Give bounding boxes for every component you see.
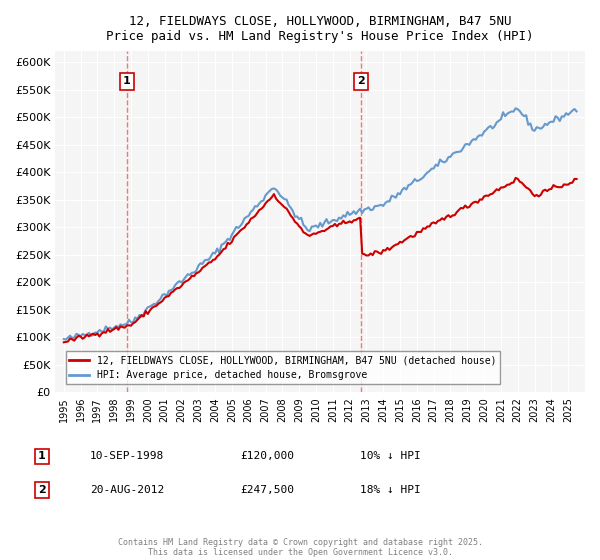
Legend: 12, FIELDWAYS CLOSE, HOLLYWOOD, BIRMINGHAM, B47 5NU (detached house), HPI: Avera: 12, FIELDWAYS CLOSE, HOLLYWOOD, BIRMINGH… bbox=[65, 351, 500, 384]
Text: 2: 2 bbox=[357, 76, 365, 86]
Text: 10% ↓ HPI: 10% ↓ HPI bbox=[360, 451, 421, 461]
Text: 1: 1 bbox=[38, 451, 46, 461]
Text: 1: 1 bbox=[123, 76, 131, 86]
Text: Contains HM Land Registry data © Crown copyright and database right 2025.
This d: Contains HM Land Registry data © Crown c… bbox=[118, 538, 482, 557]
Text: 18% ↓ HPI: 18% ↓ HPI bbox=[360, 485, 421, 495]
Text: £120,000: £120,000 bbox=[240, 451, 294, 461]
Text: £247,500: £247,500 bbox=[240, 485, 294, 495]
Text: 2: 2 bbox=[38, 485, 46, 495]
Text: 20-AUG-2012: 20-AUG-2012 bbox=[90, 485, 164, 495]
Title: 12, FIELDWAYS CLOSE, HOLLYWOOD, BIRMINGHAM, B47 5NU
Price paid vs. HM Land Regis: 12, FIELDWAYS CLOSE, HOLLYWOOD, BIRMINGH… bbox=[106, 15, 534, 43]
Text: 10-SEP-1998: 10-SEP-1998 bbox=[90, 451, 164, 461]
